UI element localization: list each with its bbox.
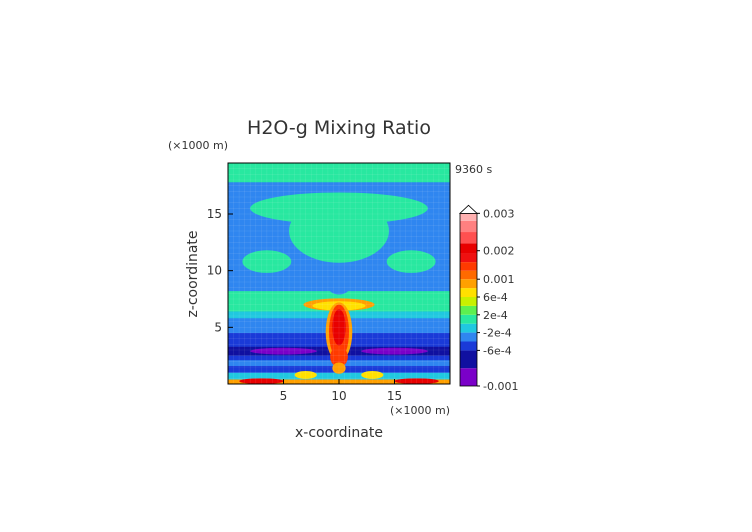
colorbar-level bbox=[460, 288, 477, 297]
axes: 5 10 15 5 10 15 bbox=[207, 162, 451, 403]
colorbar-level bbox=[460, 368, 477, 386]
y-tick-label: 10 bbox=[207, 264, 222, 278]
colorbar-label: -0.001 bbox=[483, 380, 518, 393]
x-axis-label: x-coordinate bbox=[295, 425, 383, 441]
colorbar-label: 0.003 bbox=[483, 207, 515, 220]
field-contour bbox=[361, 370, 384, 379]
colorbar-level bbox=[460, 262, 477, 271]
field-contour bbox=[330, 346, 348, 367]
colorbar-label: -6e-4 bbox=[483, 344, 512, 357]
y-unit-label: (×1000 m) bbox=[168, 139, 228, 152]
y-tick-label: 15 bbox=[207, 207, 222, 221]
x-unit-label: (×1000 m) bbox=[390, 404, 450, 417]
colorbar-label: -2e-4 bbox=[483, 327, 512, 340]
field-band bbox=[228, 182, 450, 197]
colorbar-level bbox=[460, 350, 477, 369]
plot-area bbox=[228, 163, 450, 384]
colorbar-level bbox=[460, 243, 477, 254]
field-contour bbox=[294, 370, 317, 379]
field-contour bbox=[242, 250, 292, 273]
field-band bbox=[228, 163, 450, 183]
colorbar-level bbox=[460, 297, 477, 306]
colorbar-level bbox=[460, 279, 477, 289]
colorbar-level bbox=[460, 314, 477, 324]
colorbar-level bbox=[460, 305, 477, 315]
colorbar: 0.003 0.002 0.001 6e-4 2e-4 -2e-4 -6e-4 -0.001 bbox=[458, 204, 518, 393]
y-axis-label: z-coordinate bbox=[185, 230, 201, 317]
field-contour bbox=[239, 378, 284, 384]
field-contour bbox=[327, 278, 351, 295]
field-layer bbox=[228, 163, 450, 384]
field-contour bbox=[394, 378, 439, 384]
field-contour bbox=[332, 309, 346, 346]
field-band bbox=[228, 372, 450, 380]
colorbar-label: 0.002 bbox=[483, 245, 515, 258]
colorbar-level bbox=[460, 253, 477, 263]
colorbar-label: 2e-4 bbox=[483, 309, 508, 322]
colorbar-label: 0.001 bbox=[483, 273, 515, 286]
time-label: 9360 s bbox=[455, 163, 492, 176]
colorbar-label: 6e-4 bbox=[483, 291, 508, 304]
x-tick-label: 10 bbox=[331, 389, 346, 403]
colorbar-level bbox=[460, 213, 477, 221]
colorbar-level bbox=[460, 220, 477, 233]
colorbar-level bbox=[460, 323, 477, 333]
y-tick-label: 5 bbox=[214, 320, 222, 334]
field-contour bbox=[361, 347, 428, 355]
field-contour bbox=[250, 347, 317, 355]
x-tick-label: 5 bbox=[280, 389, 288, 403]
colorbar-level bbox=[460, 270, 477, 280]
field-contour bbox=[250, 192, 428, 225]
colorbar-level bbox=[460, 332, 477, 342]
chart-title: H2O-g Mixing Ratio bbox=[247, 117, 431, 139]
colorbar-level bbox=[460, 341, 477, 351]
colorbar-extend-arrow bbox=[458, 204, 479, 214]
colorbar-level bbox=[460, 232, 477, 244]
x-tick-label: 15 bbox=[387, 389, 402, 403]
field-contour bbox=[386, 250, 436, 273]
field-contour bbox=[332, 362, 346, 374]
